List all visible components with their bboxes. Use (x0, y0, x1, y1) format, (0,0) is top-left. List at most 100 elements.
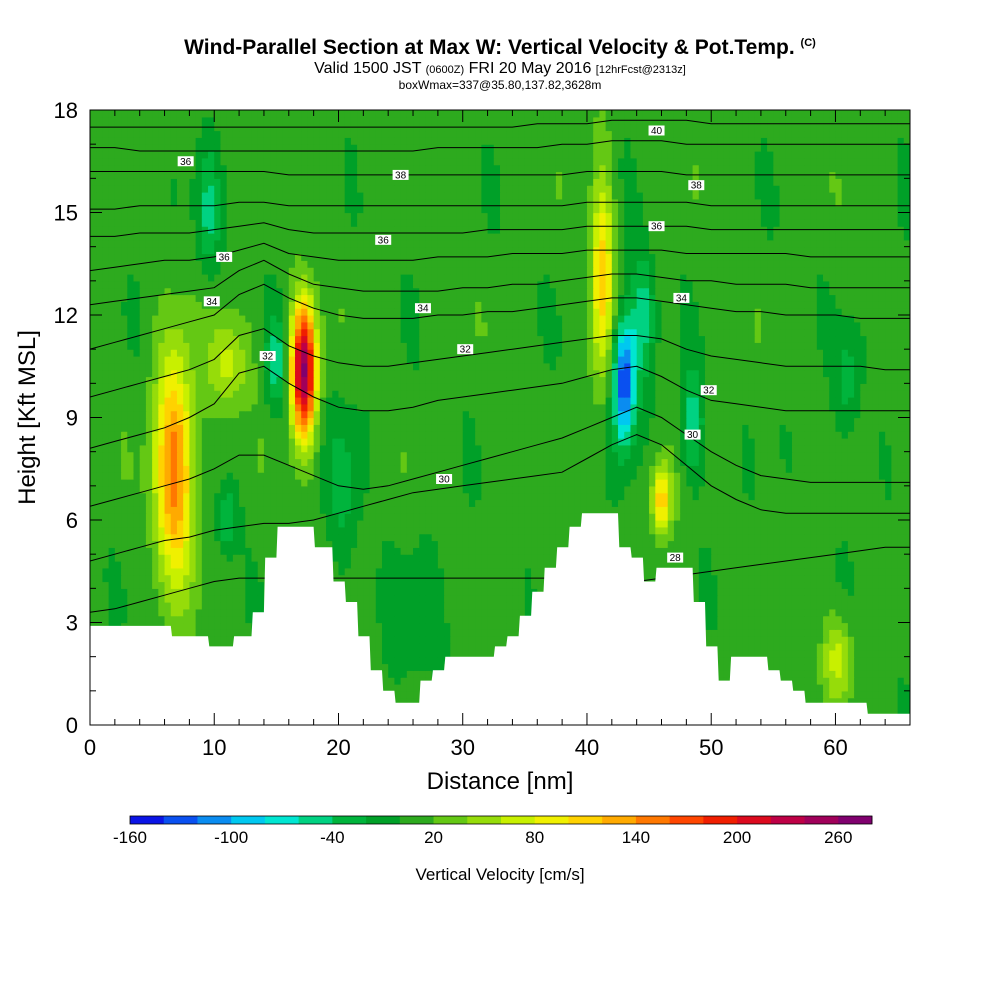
field-cell (381, 684, 389, 692)
field-cell (406, 608, 414, 617)
field-cell (357, 547, 364, 555)
field-cell (388, 479, 395, 487)
field-cell (468, 499, 476, 507)
field-cell (313, 526, 321, 535)
field-cell (437, 649, 445, 658)
field-cell (444, 643, 451, 651)
field-cell (369, 629, 377, 637)
field-cell (804, 561, 812, 569)
field-cell (705, 506, 712, 514)
field-cell (549, 520, 557, 528)
field-cell (214, 492, 222, 501)
field-cell (257, 485, 265, 494)
field-cell (121, 608, 128, 617)
field-cell (667, 492, 675, 501)
field-cell (698, 520, 706, 528)
field-cell (642, 499, 650, 507)
field-cell (841, 581, 849, 589)
field-cell (152, 485, 159, 494)
field-cell (885, 595, 892, 603)
field-cell (102, 615, 110, 624)
field-cell (158, 595, 166, 603)
field-cell (400, 554, 408, 562)
field-cell (381, 499, 389, 507)
field-cell (381, 485, 389, 494)
field-cell (568, 513, 576, 521)
field-cell (810, 595, 818, 603)
field-cell (456, 526, 464, 535)
field-cell (767, 533, 774, 542)
field-cell (816, 608, 824, 617)
field-cell (363, 533, 371, 542)
field-cell (897, 499, 905, 507)
field-cell (394, 567, 402, 576)
field-cell (462, 567, 470, 576)
field-cell (121, 567, 128, 576)
field-cell (574, 513, 582, 521)
field-cell (406, 581, 414, 589)
field-cell (226, 615, 234, 624)
field-cell (276, 492, 284, 501)
field-cell (686, 520, 694, 528)
field-cell (729, 533, 737, 542)
field-cell (878, 513, 886, 521)
field-cell (468, 485, 476, 494)
field-cell (729, 615, 737, 624)
field-cell (232, 622, 240, 630)
field-cell (251, 588, 259, 596)
field-cell (791, 636, 799, 644)
field-cell (723, 581, 731, 589)
field-cell (785, 602, 793, 610)
field-cell (220, 526, 228, 535)
field-cell (313, 499, 321, 507)
field-cell (406, 547, 414, 555)
field-cell (773, 554, 781, 562)
field-cell (127, 492, 135, 501)
field-cell (878, 643, 886, 651)
field-cell (773, 649, 781, 658)
field-cell (326, 520, 333, 528)
field-cell (170, 567, 178, 576)
field-cell (195, 602, 203, 610)
field-cell (767, 656, 774, 665)
field-cell (375, 526, 383, 535)
field-cell (798, 513, 805, 521)
field-cell (754, 533, 762, 542)
field-cell (413, 479, 420, 487)
field-cell (891, 574, 899, 583)
field-cell (394, 629, 402, 637)
field-cell (257, 479, 265, 487)
field-cell (400, 622, 408, 630)
field-cell (537, 520, 545, 528)
field-cell (841, 540, 849, 548)
field-cell (183, 506, 190, 514)
field-cell (481, 533, 489, 542)
field-cell (618, 506, 625, 514)
field-cell (344, 567, 352, 576)
field-cell (170, 629, 178, 637)
field-cell (723, 595, 731, 603)
field-cell (363, 561, 371, 569)
field-cell (823, 506, 830, 514)
field-cell (444, 540, 451, 548)
field-cell (475, 636, 482, 644)
field-cell (642, 472, 650, 480)
field-cell (493, 513, 501, 521)
field-cell (866, 684, 874, 692)
field-cell (711, 526, 719, 535)
field-cell (872, 561, 880, 569)
field-cell (686, 547, 694, 555)
field-cell (400, 697, 408, 706)
field-cell (872, 547, 880, 555)
field-cell (500, 588, 507, 596)
field-cell (388, 588, 395, 596)
field-cell (214, 574, 222, 583)
field-cell (375, 567, 383, 576)
field-cell (903, 677, 910, 685)
field-cell (543, 465, 551, 473)
field-cell (208, 499, 215, 507)
field-cell (133, 492, 141, 501)
field-cell (369, 567, 377, 576)
field-cell (785, 615, 793, 624)
field-cell (649, 547, 656, 555)
